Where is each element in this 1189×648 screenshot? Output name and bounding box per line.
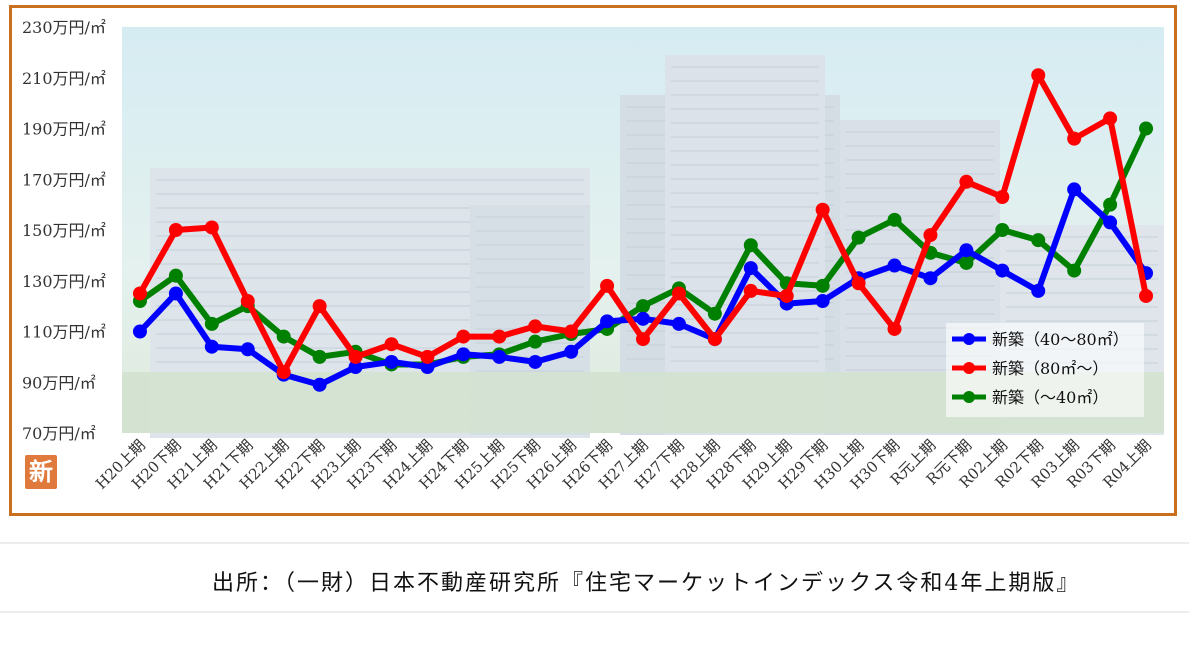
legend-swatch-marker <box>963 333 975 345</box>
data-point <box>707 332 722 347</box>
data-point <box>887 321 902 336</box>
data-point <box>1067 182 1082 197</box>
data-point <box>1031 68 1046 83</box>
series-0 <box>132 182 1154 392</box>
legend-swatch-marker <box>963 391 975 403</box>
data-point <box>348 349 363 364</box>
data-point <box>312 377 327 392</box>
data-point <box>995 223 1010 237</box>
data-point <box>887 212 902 227</box>
data-point <box>240 294 255 309</box>
data-point <box>959 255 974 270</box>
data-point <box>168 223 183 237</box>
data-point <box>779 288 794 303</box>
data-point <box>851 276 866 291</box>
legend-label: 新築（40～80㎡） <box>992 330 1129 349</box>
data-point <box>815 202 830 217</box>
data-point <box>168 286 183 301</box>
data-point <box>168 268 183 283</box>
y-tick-label: 150万円/㎡ <box>22 221 106 240</box>
data-point <box>707 306 722 321</box>
series-1 <box>132 68 1154 380</box>
data-point <box>528 354 543 369</box>
legend-label: 新築（80㎡～） <box>992 359 1108 378</box>
data-point <box>1031 283 1046 298</box>
data-point <box>995 263 1010 278</box>
new-build-badge: 新 <box>25 455 57 489</box>
data-point <box>384 354 399 369</box>
y-tick-label: 170万円/㎡ <box>22 170 106 189</box>
y-tick-label: 70万円/㎡ <box>22 424 96 443</box>
data-point <box>743 238 758 253</box>
data-point <box>923 228 938 243</box>
data-point <box>528 334 543 349</box>
data-point <box>420 349 435 364</box>
data-point <box>636 311 650 326</box>
data-point <box>959 243 974 258</box>
y-tick-label: 230万円/㎡ <box>22 18 106 37</box>
data-point <box>995 190 1010 205</box>
data-point <box>923 271 938 286</box>
legend-label: 新築（～40㎡） <box>992 388 1108 407</box>
y-tick-label: 90万円/㎡ <box>22 373 96 392</box>
data-point <box>600 314 615 329</box>
data-point <box>312 299 327 314</box>
data-point <box>456 347 471 362</box>
data-point <box>1067 263 1082 278</box>
data-point <box>636 332 650 347</box>
data-point <box>276 329 291 344</box>
legend-swatch-marker <box>963 362 975 374</box>
data-point <box>564 324 579 339</box>
data-point <box>636 299 650 314</box>
data-point <box>564 344 579 359</box>
data-point <box>348 360 363 375</box>
data-point <box>1103 215 1118 230</box>
data-point <box>671 286 686 301</box>
data-point <box>492 349 507 364</box>
y-tick-label: 210万円/㎡ <box>22 69 106 88</box>
data-point <box>1139 288 1154 303</box>
data-point <box>204 316 219 331</box>
y-tick-label: 110万円/㎡ <box>22 323 106 342</box>
data-point <box>815 294 830 309</box>
data-point <box>384 337 399 352</box>
y-tick-label: 190万円/㎡ <box>22 120 106 139</box>
data-point <box>240 342 255 357</box>
data-point <box>743 283 758 298</box>
data-point <box>743 261 758 276</box>
data-point <box>887 258 902 273</box>
data-point <box>1031 233 1046 248</box>
data-point <box>600 278 615 293</box>
data-point <box>815 278 830 293</box>
data-point <box>492 329 507 344</box>
data-point <box>1103 111 1118 126</box>
data-point <box>312 349 327 364</box>
data-point <box>671 316 686 331</box>
data-point <box>1103 197 1118 212</box>
data-point <box>276 365 291 380</box>
data-point <box>456 329 471 344</box>
y-axis: 70万円/㎡ 90万円/㎡ 110万円/㎡ 130万円/㎡ 150万円/㎡ 170万円/㎡… <box>22 18 106 443</box>
y-tick-label: 130万円/㎡ <box>22 272 106 291</box>
data-point <box>204 339 219 354</box>
data-point <box>528 319 543 334</box>
legend: 新築（40～80㎡） 新築（80㎡～） 新築（～40㎡） <box>946 323 1144 417</box>
x-axis: H20上期H20下期H21上期H21下期H22上期H22下期H23上期H23下期… <box>92 436 1155 493</box>
data-point <box>132 286 147 301</box>
data-point <box>851 230 866 245</box>
source-note: 出所：（一財）日本不動産研究所『住宅マーケットインデックス令和4年上期版』 <box>212 571 1081 596</box>
data-point <box>132 324 147 339</box>
series-layer <box>132 68 1154 392</box>
data-point <box>1067 131 1082 146</box>
data-point <box>204 220 219 235</box>
data-point <box>1139 121 1154 136</box>
data-point <box>959 174 974 189</box>
data-point <box>420 360 435 375</box>
